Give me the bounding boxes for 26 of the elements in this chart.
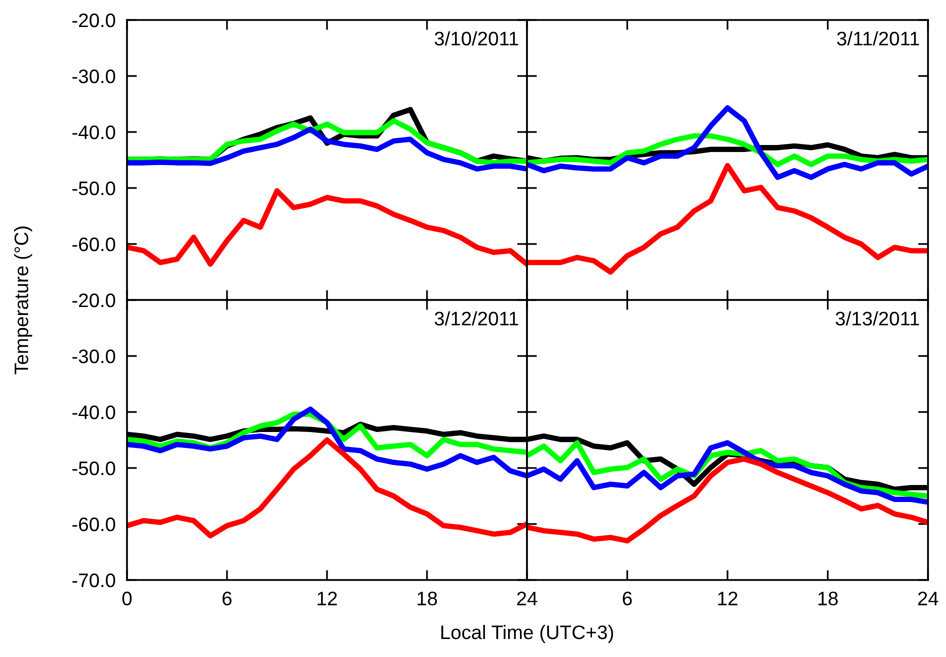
y-tick-label: -40.0 bbox=[72, 405, 116, 420]
annotation: 3/12/2011 bbox=[434, 311, 518, 326]
x-tick-label: 12 bbox=[718, 592, 738, 606]
annotation: 3/10/2011 bbox=[434, 31, 518, 46]
annotation: 3/13/2011 bbox=[836, 311, 920, 326]
y-axis-title: Temperature (°C) bbox=[14, 226, 32, 374]
y-tick-label: -40.0 bbox=[72, 125, 116, 140]
x-tick-label: 6 bbox=[622, 592, 632, 606]
x-tick-label: 12 bbox=[318, 592, 337, 606]
y-tick-label: -30.0 bbox=[72, 349, 116, 364]
annotation: 3/11/2011 bbox=[837, 31, 920, 46]
x-tick-label: 18 bbox=[818, 592, 838, 606]
y-tick-label: -60.0 bbox=[72, 517, 116, 532]
x-tick-label: 24 bbox=[517, 592, 538, 606]
y-tick-label: -60.0 bbox=[72, 237, 116, 252]
y-tick-label: -70.0 bbox=[72, 573, 116, 588]
x-tick-label: 0 bbox=[122, 592, 132, 606]
x-tick-label: 24 bbox=[918, 592, 938, 606]
y-tick-label: -50.0 bbox=[72, 181, 116, 196]
x-axis-title: Local Time (UTC+3) bbox=[441, 624, 614, 644]
y-tick-label: -20.0 bbox=[72, 13, 116, 28]
y-tick-label: -30.0 bbox=[72, 69, 116, 84]
x-tick-label: 18 bbox=[418, 592, 437, 606]
x-tick-label: 6 bbox=[222, 592, 232, 606]
y-tick-label: -20.0 bbox=[72, 293, 116, 308]
y-tick-label: -50.0 bbox=[72, 461, 116, 476]
